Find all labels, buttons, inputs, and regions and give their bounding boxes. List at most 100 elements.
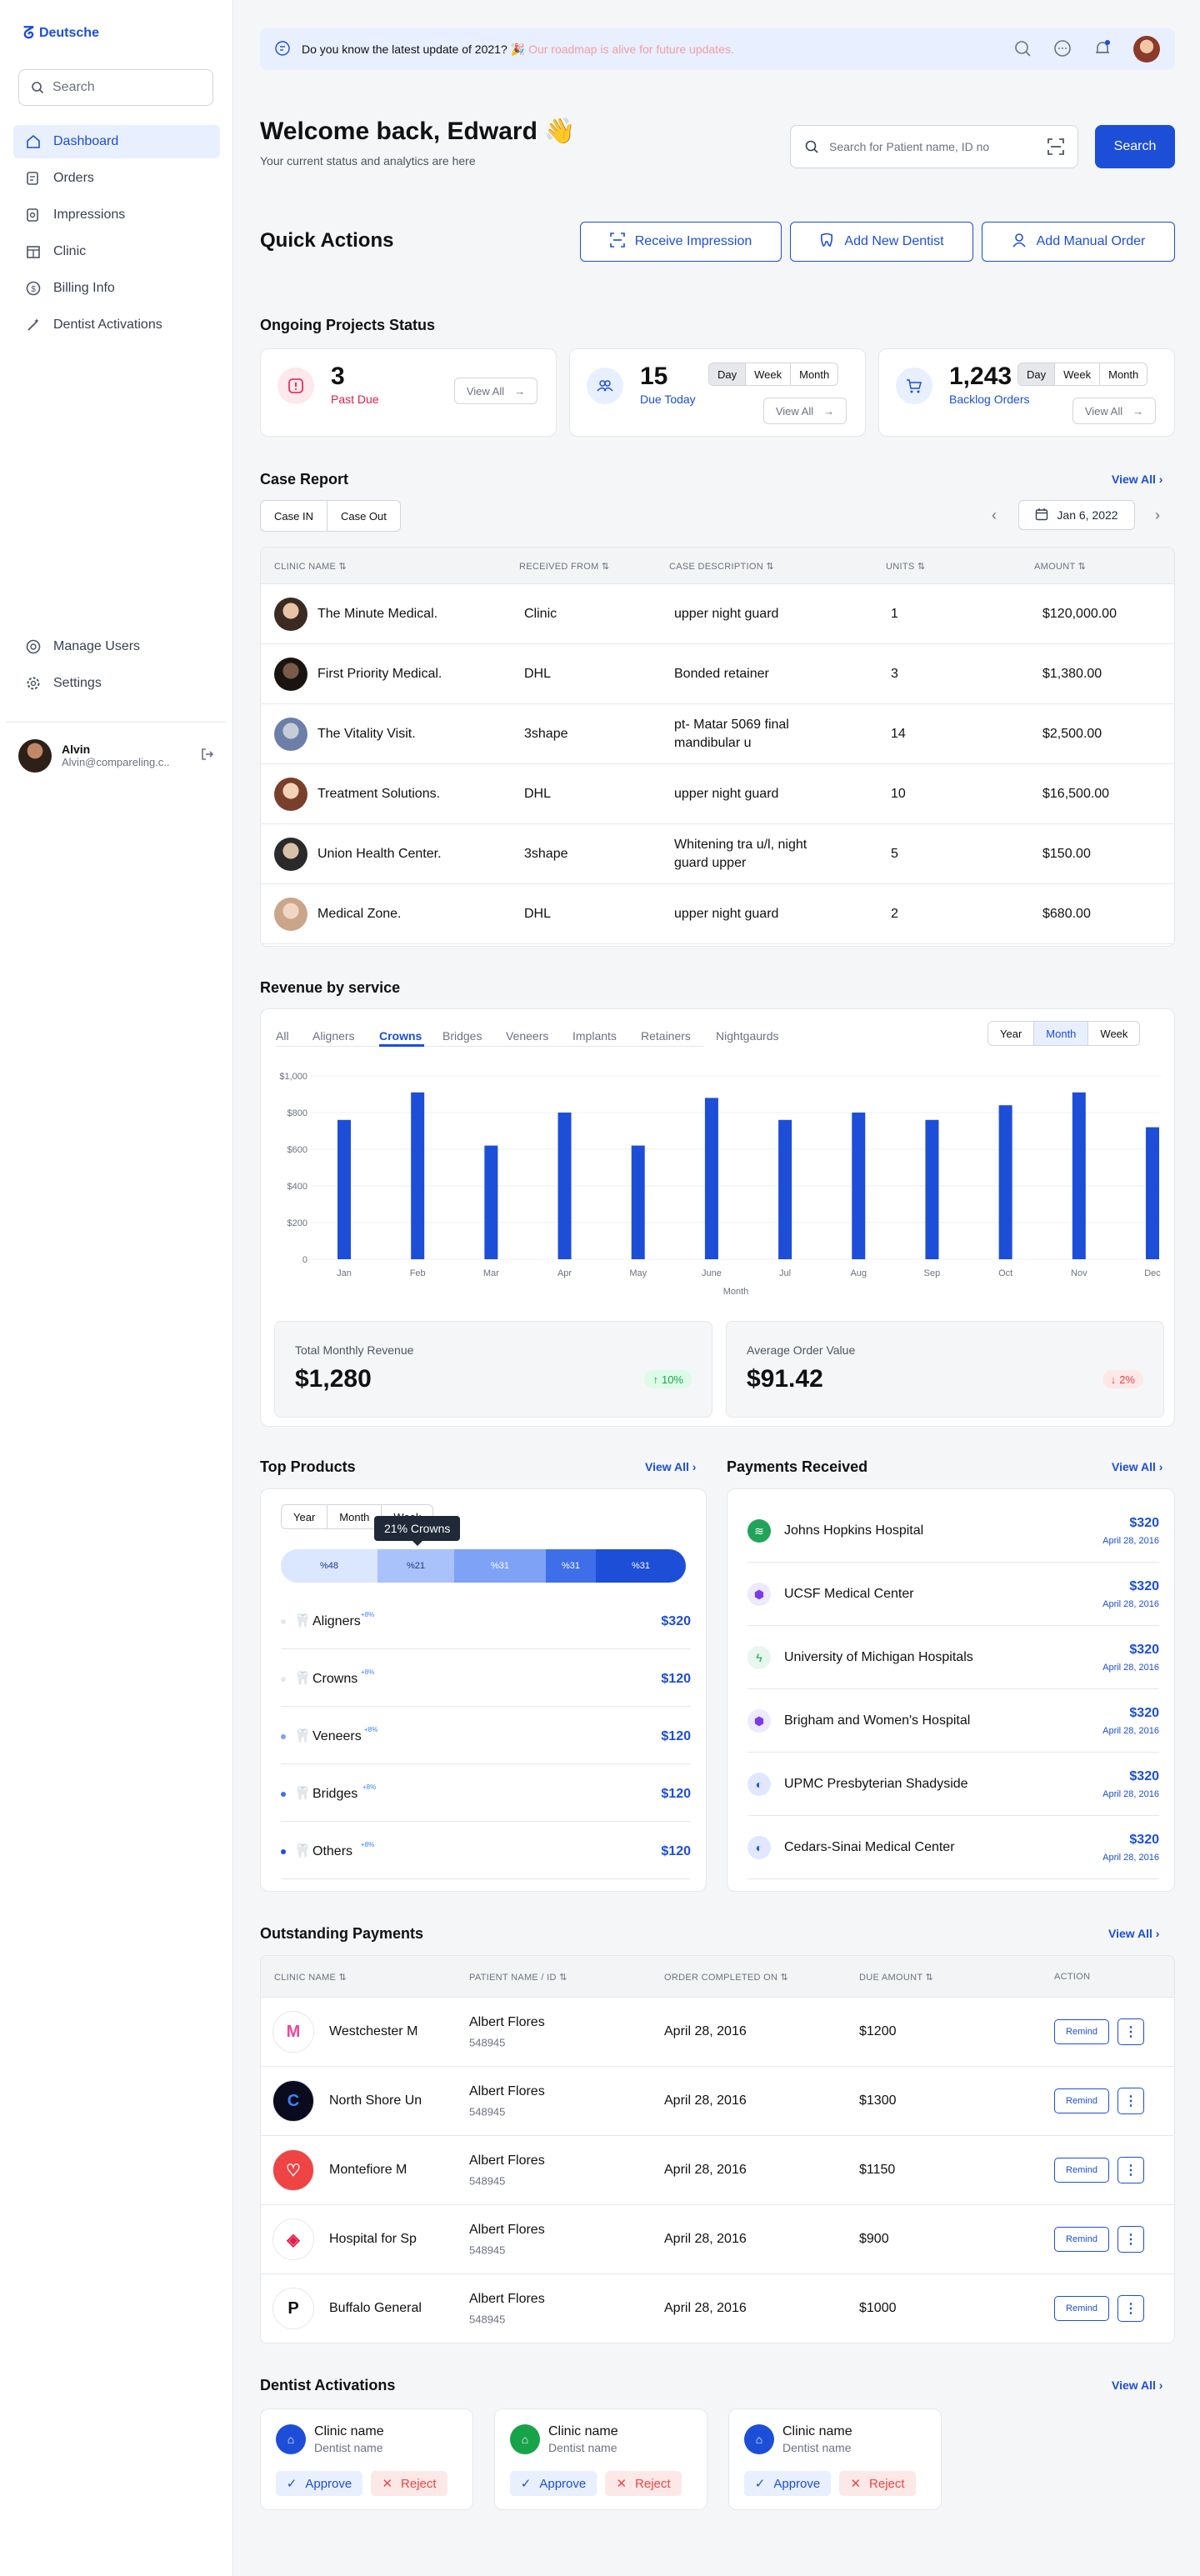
table-row[interactable]: C North Shore Un Albert Flores 548945 April … <box>261 2067 1174 2136</box>
period-day[interactable]: Day <box>1018 363 1056 385</box>
bar[interactable] <box>778 1119 792 1259</box>
reject-button[interactable]: ✕ Reject <box>605 2471 682 2496</box>
payment-row[interactable]: ⬢ UCSF Medical Center $320 April 28, 2016 <box>748 1563 1159 1626</box>
dentist-activations-view-all-link[interactable]: View All › <box>1112 2378 1163 2392</box>
column-header-amount[interactable]: AMOUNT ⇅ <box>1034 562 1087 572</box>
more-options-icon[interactable]: ⋮ <box>1118 2157 1144 2183</box>
bar[interactable] <box>925 1119 939 1259</box>
outstanding-view-all-link[interactable]: View All › <box>1108 1927 1160 1940</box>
tab-nightgaurds[interactable]: Nightgaurds <box>716 1029 779 1043</box>
chevron-left-icon[interactable]: ‹ <box>992 507 997 523</box>
user-profile[interactable]: Alvin Alvin@compareling.c.. <box>7 722 227 788</box>
payment-row[interactable]: ϟ University of Michigan Hospitals $320 Apr… <box>748 1626 1159 1689</box>
column-header-order-completed[interactable]: ORDER COMPLETED ON ⇅ <box>664 1973 789 1983</box>
sidebar-item-settings[interactable]: Settings <box>13 667 220 700</box>
table-row[interactable]: ◈ Hospital for Sp Albert Flores 548945 April… <box>261 2205 1174 2274</box>
period-week[interactable]: Week <box>746 363 792 385</box>
payments-view-all-link[interactable]: View All › <box>1112 1460 1163 1473</box>
column-header-clinic-name[interactable]: CLINIC NAME ⇅ <box>274 562 348 572</box>
period-week[interactable]: Week <box>1055 363 1101 385</box>
column-header-due-amount[interactable]: DUE AMOUNT ⇅ <box>859 1973 934 1983</box>
chat-icon[interactable] <box>1053 39 1072 60</box>
column-header-patient[interactable]: PATIENT NAME / ID ⇅ <box>469 1973 568 1983</box>
table-row[interactable]: ♡ Montefiore M Albert Flores 548945 April 28… <box>261 2136 1174 2205</box>
table-row[interactable]: M Westchester M Albert Flores 548945 April 2… <box>261 1998 1174 2067</box>
case-report-view-all-link[interactable]: View All › <box>1112 473 1163 486</box>
approve-button[interactable]: ✓ Approve <box>510 2471 597 2496</box>
bar[interactable] <box>1072 1092 1086 1259</box>
bar[interactable] <box>411 1092 425 1259</box>
sidebar-item-impressions[interactable]: Impressions <box>13 198 220 232</box>
bar[interactable] <box>704 1098 718 1259</box>
add-manual-order-button[interactable]: Add Manual Order <box>982 222 1175 262</box>
top-products-view-all-link[interactable]: View All › <box>645 1460 697 1473</box>
search-icon[interactable] <box>1013 39 1032 60</box>
payment-row[interactable]: ◐ UPMC Presbyterian Shadyside $320 April 28… <box>748 1753 1159 1816</box>
bar[interactable] <box>852 1113 866 1259</box>
tab-implants[interactable]: Implants <box>572 1029 617 1043</box>
bar[interactable] <box>558 1113 572 1259</box>
period-day[interactable]: Day <box>709 363 747 385</box>
bar[interactable] <box>338 1119 351 1259</box>
due-today-view-all-button[interactable]: View All → <box>763 398 847 424</box>
product-row[interactable]: 🦷 Others +8% $120 <box>281 1823 691 1879</box>
tab-crowns[interactable]: Crowns <box>379 1029 422 1043</box>
payment-row[interactable]: ◐ Cedars-Sinai Medical Center $320 April 28… <box>748 1816 1159 1879</box>
avatar[interactable] <box>1133 36 1160 63</box>
scan-icon[interactable] <box>1048 138 1064 155</box>
sidebar-item-dashboard[interactable]: Dashboard <box>13 125 220 158</box>
sidebar-item-clinic[interactable]: Clinic <box>13 235 220 268</box>
bar[interactable] <box>484 1145 498 1259</box>
bell-icon[interactable] <box>1093 39 1112 60</box>
product-row[interactable]: 🦷 Crowns +8% $120 <box>281 1650 691 1707</box>
remind-button[interactable]: Remind <box>1054 2088 1109 2113</box>
approve-button[interactable]: ✓ Approve <box>744 2471 831 2496</box>
column-header-clinic-name[interactable]: CLINIC NAME ⇅ <box>274 1973 348 1983</box>
more-options-icon[interactable]: ⋮ <box>1118 2088 1144 2114</box>
approve-button[interactable]: ✓ Approve <box>276 2471 362 2496</box>
remind-button[interactable]: Remind <box>1054 2296 1109 2321</box>
sidebar-item-billing-info[interactable]: $ Billing Info <box>13 272 220 305</box>
tab-bridges[interactable]: Bridges <box>442 1029 482 1043</box>
period-month[interactable]: Month <box>1034 1022 1089 1045</box>
remind-button[interactable]: Remind <box>1054 2019 1109 2044</box>
remind-button[interactable]: Remind <box>1054 2227 1109 2252</box>
announcement-link[interactable]: Our roadmap is alive for future updates. <box>528 43 734 56</box>
sidebar-item-manage-users[interactable]: Manage Users <box>13 630 220 663</box>
reject-button[interactable]: ✕ Reject <box>371 2471 448 2496</box>
add-new-dentist-button[interactable]: Add New Dentist <box>790 222 973 262</box>
product-row[interactable]: 🦷 Veneers +8% $120 <box>281 1708 691 1764</box>
date-picker[interactable]: Jan 6, 2022 <box>1018 500 1135 530</box>
sidebar-item-orders[interactable]: Orders <box>13 162 220 195</box>
table-row[interactable]: First Priority Medical. DHL Bonded retaine… <box>261 644 1174 704</box>
column-header-received-from[interactable]: RECEIVED FROM ⇅ <box>519 562 610 572</box>
column-header-case-description[interactable]: CASE DESCRIPTION ⇅ <box>669 562 774 572</box>
tab-all[interactable]: All <box>276 1029 289 1043</box>
period-year[interactable]: Year <box>282 1505 328 1528</box>
share-segment-bridges[interactable]: %31 <box>546 1549 596 1583</box>
search-button[interactable]: Search <box>1095 125 1175 168</box>
chevron-right-icon[interactable]: › <box>1155 507 1160 523</box>
table-row[interactable]: Medical Zone. DHL upper night guard 2 $680.0… <box>261 884 1174 944</box>
app-logo[interactable]: ᘔ Deutsche <box>23 25 99 42</box>
payment-row[interactable]: ⬢ Brigham and Women's Hospital $320 April 2… <box>748 1689 1159 1753</box>
column-header-units[interactable]: UNITS ⇅ <box>886 562 926 572</box>
bar[interactable] <box>998 1105 1012 1259</box>
past-due-view-all-button[interactable]: View All → <box>454 378 538 404</box>
remind-button[interactable]: Remind <box>1054 2158 1109 2183</box>
period-month[interactable]: Month <box>1108 368 1139 381</box>
tab-retainers[interactable]: Retainers <box>641 1029 691 1043</box>
more-options-icon[interactable]: ⋮ <box>1118 2295 1144 2322</box>
share-segment-aligners[interactable]: %48 <box>281 1549 378 1583</box>
period-year[interactable]: Year <box>988 1022 1035 1045</box>
bar[interactable] <box>631 1145 645 1259</box>
more-options-icon[interactable]: ⋮ <box>1118 2226 1144 2253</box>
product-row[interactable]: 🦷 Bridges +8% $120 <box>281 1765 691 1822</box>
period-month[interactable]: Month <box>799 368 830 381</box>
sidebar-item-dentist-activations[interactable]: Dentist Activations <box>13 308 220 342</box>
sidebar-search-input[interactable]: Search <box>18 69 213 106</box>
share-segment-crowns[interactable]: %21 <box>378 1549 454 1583</box>
table-row[interactable]: The Vitality Visit. 3shape pt- Matar 5069 … <box>261 704 1174 764</box>
more-options-icon[interactable]: ⋮ <box>1118 2018 1144 2045</box>
tab-aligners[interactable]: Aligners <box>312 1029 355 1043</box>
